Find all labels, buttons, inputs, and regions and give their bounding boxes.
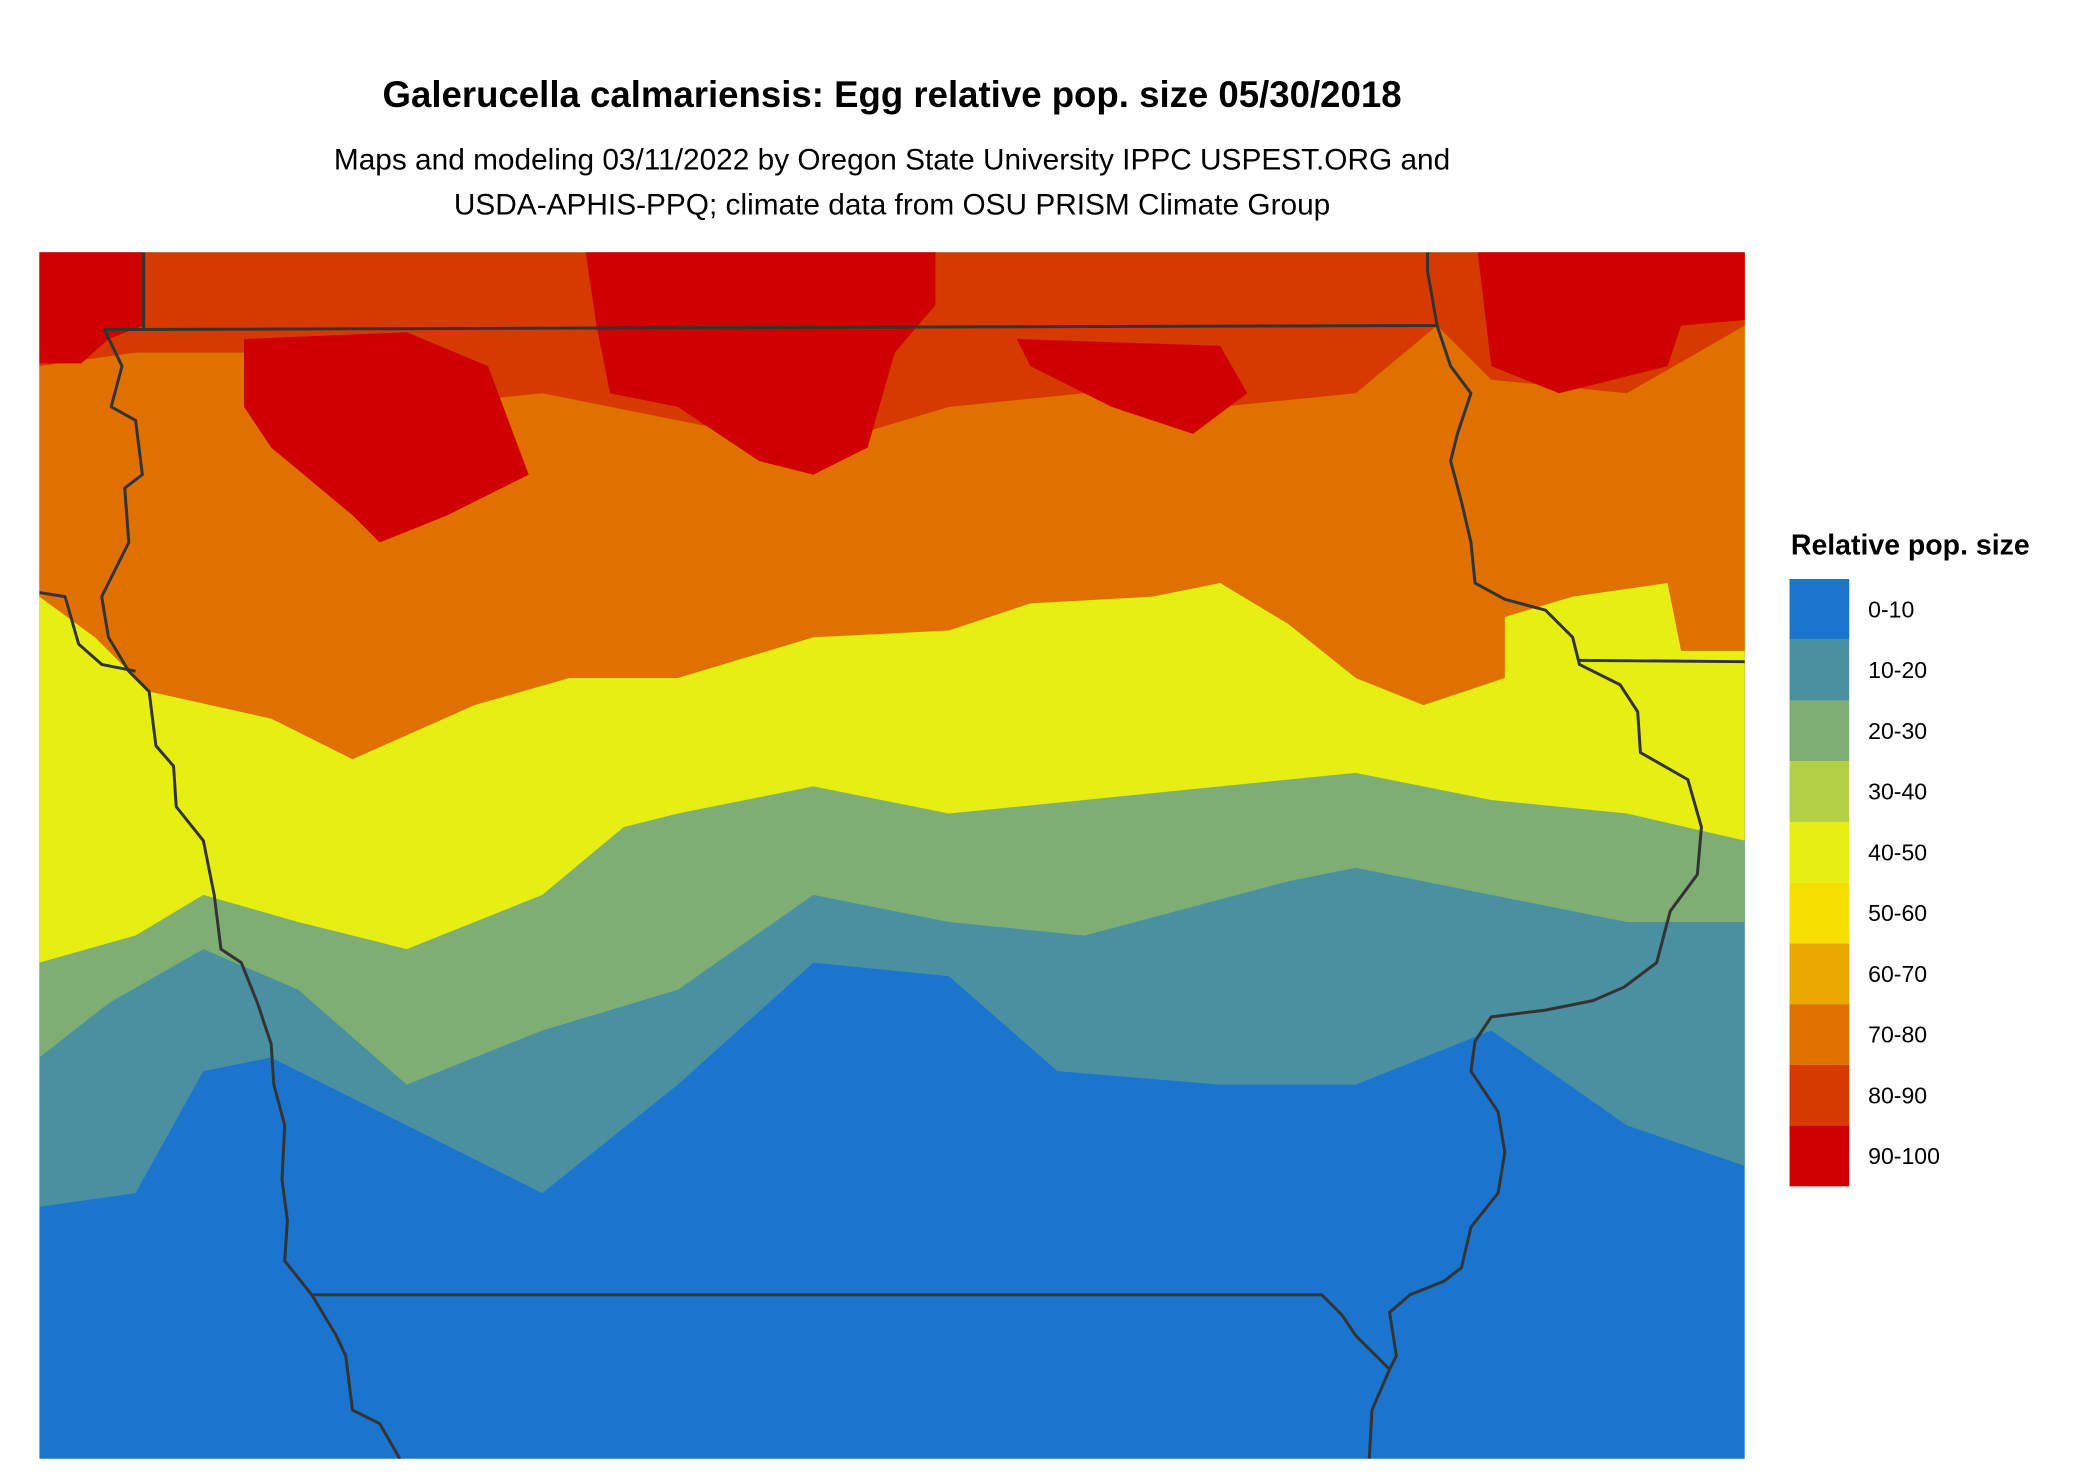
legend-swatch xyxy=(1789,821,1850,883)
raster-zone xyxy=(1016,339,1248,434)
raster-zone xyxy=(585,252,936,475)
raster-zone xyxy=(1477,252,1745,394)
legend-label: 40-50 xyxy=(1868,839,1927,865)
legend-swatch xyxy=(1789,943,1850,1005)
border xyxy=(104,252,1439,332)
legend-label: 10-20 xyxy=(1868,657,1927,683)
raster xyxy=(39,252,1745,1459)
legend-label: 50-60 xyxy=(1868,900,1927,926)
legend-swatch xyxy=(1789,578,1850,640)
raster-zone xyxy=(244,332,529,543)
legend-label: 0-10 xyxy=(1868,596,1914,622)
legend: 0-10 10-20 20-30 30-40 40-50 50-60 60-70 70-80 8… xyxy=(1789,578,1940,1187)
legend-label: 70-80 xyxy=(1868,1022,1927,1048)
legend-swatch xyxy=(1789,700,1850,762)
legend-swatch xyxy=(1789,1064,1850,1126)
border xyxy=(39,591,136,673)
legend-swatch xyxy=(1789,1125,1850,1187)
border xyxy=(1579,658,1745,664)
legend-swatch xyxy=(1789,761,1850,822)
boundaries xyxy=(39,252,1745,1459)
border xyxy=(311,1293,1392,1459)
border xyxy=(1388,325,1703,1371)
legend-label: 60-70 xyxy=(1868,961,1927,987)
legend-swatch xyxy=(1789,882,1850,944)
legend-label: 20-30 xyxy=(1868,718,1927,744)
subtitle: Maps and modeling 03/11/2022 by Oregon S… xyxy=(334,144,1450,177)
legend-label: 30-40 xyxy=(1868,779,1927,805)
legend-swatch xyxy=(1789,639,1850,701)
subtitle: USDA-APHIS-PPQ; climate data from OSU PR… xyxy=(454,188,1330,221)
map-title: Galerucella calmariensis: Egg relative p… xyxy=(383,74,1402,115)
legend-swatch xyxy=(1789,1004,1850,1065)
legend-label: 90-100 xyxy=(1868,1143,1940,1169)
legend-label: 80-90 xyxy=(1868,1082,1927,1108)
raster-zone xyxy=(39,252,144,364)
legend-title: Relative pop. size xyxy=(1791,530,2030,562)
